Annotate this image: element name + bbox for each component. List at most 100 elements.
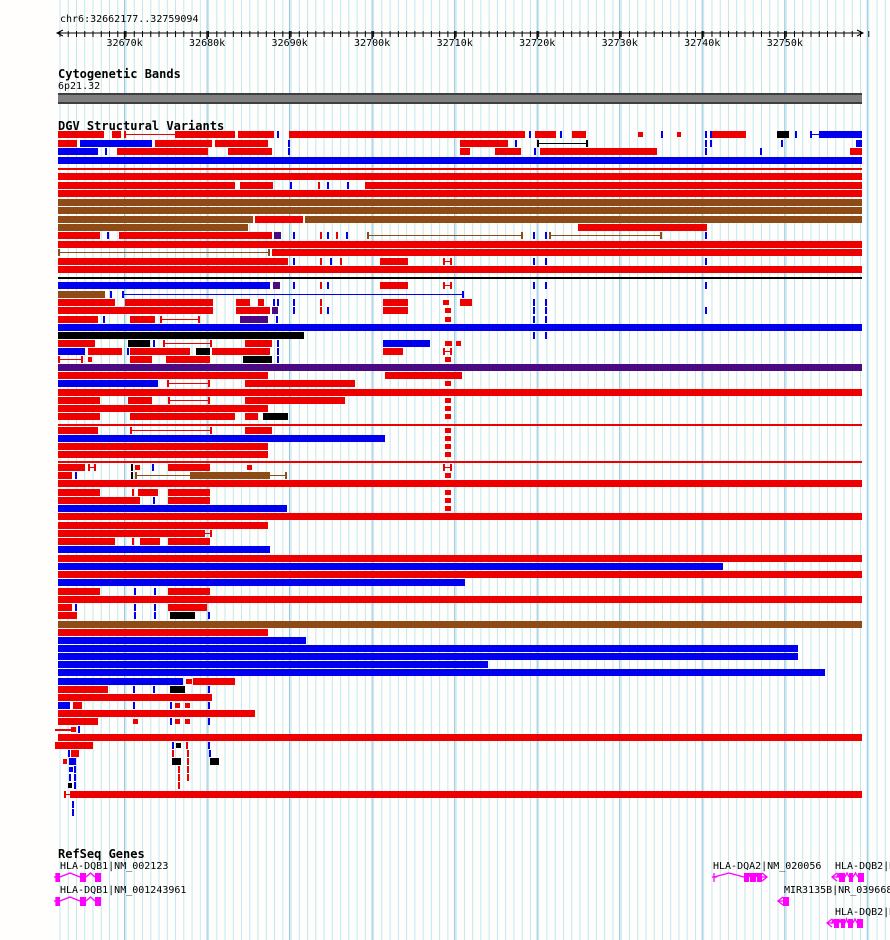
variant-segment[interactable] (176, 743, 181, 748)
variant-segment[interactable] (170, 702, 172, 709)
variant-segment[interactable] (58, 571, 862, 578)
variant-segment[interactable] (445, 490, 451, 495)
variant-segment[interactable] (72, 809, 74, 816)
variant-segment[interactable] (128, 397, 152, 404)
variant-segment[interactable] (243, 356, 272, 363)
variant-segment[interactable] (153, 686, 155, 693)
variant-segment[interactable] (58, 612, 77, 619)
variant-segment[interactable] (293, 299, 295, 306)
variant-segment[interactable] (138, 489, 158, 496)
gene-model[interactable] (712, 872, 769, 882)
variant-segment[interactable] (166, 356, 210, 363)
variant-segment[interactable] (58, 734, 862, 741)
variant-segment[interactable] (320, 232, 322, 239)
variant-segment[interactable] (88, 357, 92, 362)
variant-segment[interactable] (110, 291, 112, 298)
variant-segment[interactable] (58, 538, 115, 545)
variant-segment[interactable] (445, 398, 451, 403)
variant-segment[interactable] (445, 436, 451, 441)
variant-segment[interactable] (529, 131, 531, 138)
variant-segment[interactable] (460, 299, 472, 306)
variant-segment[interactable] (168, 497, 210, 504)
variant-segment[interactable] (277, 356, 279, 363)
variant-segment[interactable] (69, 758, 76, 765)
variant-segment[interactable] (58, 522, 268, 529)
variant-segment[interactable] (533, 299, 535, 306)
variant-segment[interactable] (58, 168, 862, 170)
variant-segment[interactable] (58, 497, 140, 504)
variant-segment[interactable] (175, 703, 180, 708)
variant-segment[interactable] (69, 767, 73, 772)
variant-segment[interactable] (347, 182, 349, 189)
variant-segment[interactable] (170, 718, 172, 725)
variant-segment[interactable] (515, 140, 517, 147)
variant-segment[interactable] (187, 758, 189, 765)
variant-segment[interactable] (58, 424, 862, 426)
variant-segment[interactable] (170, 612, 195, 619)
variant-segment[interactable] (545, 232, 547, 239)
variant-segment[interactable] (58, 464, 85, 471)
variant-segment[interactable] (154, 604, 156, 611)
variant-segment[interactable] (705, 232, 707, 239)
variant-segment[interactable] (705, 282, 707, 289)
variant-segment[interactable] (210, 758, 219, 765)
variant-segment[interactable] (119, 232, 272, 239)
variant-segment[interactable] (277, 131, 279, 138)
variant-segment[interactable] (58, 546, 270, 553)
gene-model[interactable] (54, 872, 101, 882)
variant-segment[interactable] (293, 258, 295, 265)
variant-segment[interactable] (781, 140, 783, 147)
variant-segment[interactable] (638, 132, 643, 137)
variant-segment[interactable] (240, 316, 268, 323)
variant-segment[interactable] (245, 380, 355, 387)
variant-segment[interactable] (58, 505, 287, 512)
variant-segment[interactable] (850, 148, 862, 155)
variant-segment[interactable] (383, 340, 430, 347)
variant-segment[interactable] (88, 464, 96, 471)
variant-segment[interactable] (255, 216, 303, 223)
variant-segment[interactable] (130, 413, 235, 420)
variant-segment[interactable] (445, 498, 451, 503)
variant-segment[interactable] (443, 464, 452, 471)
variant-segment[interactable] (705, 258, 707, 265)
variant-segment[interactable] (58, 157, 862, 164)
variant-segment[interactable] (58, 621, 862, 628)
variant-segment[interactable] (58, 637, 306, 644)
variant-segment[interactable] (327, 232, 329, 239)
variant-segment[interactable] (190, 472, 270, 479)
variant-segment[interactable] (132, 538, 134, 545)
variant-segment[interactable] (130, 356, 152, 363)
variant-segment[interactable] (152, 464, 154, 471)
variant-segment[interactable] (277, 340, 279, 347)
variant-segment[interactable] (58, 299, 115, 306)
variant-segment[interactable] (290, 182, 292, 189)
variant-segment[interactable] (168, 489, 210, 496)
variant-segment[interactable] (58, 443, 268, 450)
variant-segment[interactable] (103, 316, 105, 323)
variant-segment[interactable] (58, 282, 270, 289)
variant-segment[interactable] (445, 317, 451, 322)
variant-segment[interactable] (203, 530, 212, 537)
variant-segment[interactable] (821, 131, 862, 138)
variant-segment[interactable] (320, 307, 322, 314)
variant-segment[interactable] (208, 702, 210, 709)
variant-segment[interactable] (445, 308, 451, 313)
variant-segment[interactable] (245, 413, 258, 420)
variant-segment[interactable] (185, 703, 190, 708)
variant-segment[interactable] (187, 774, 189, 781)
variant-segment[interactable] (456, 341, 461, 346)
variant-segment[interactable] (445, 381, 451, 386)
variant-segment[interactable] (208, 686, 210, 693)
variant-segment[interactable] (133, 702, 135, 709)
variant-segment[interactable] (272, 307, 278, 314)
variant-segment[interactable] (58, 645, 798, 652)
variant-segment[interactable] (445, 406, 451, 411)
variant-segment[interactable] (545, 258, 547, 265)
variant-segment[interactable] (443, 282, 452, 289)
variant-segment[interactable] (125, 299, 213, 306)
variant-segment[interactable] (58, 224, 248, 231)
variant-segment[interactable] (460, 140, 508, 147)
variant-segment[interactable] (58, 241, 862, 248)
variant-segment[interactable] (258, 299, 264, 306)
variant-segment[interactable] (58, 718, 98, 725)
